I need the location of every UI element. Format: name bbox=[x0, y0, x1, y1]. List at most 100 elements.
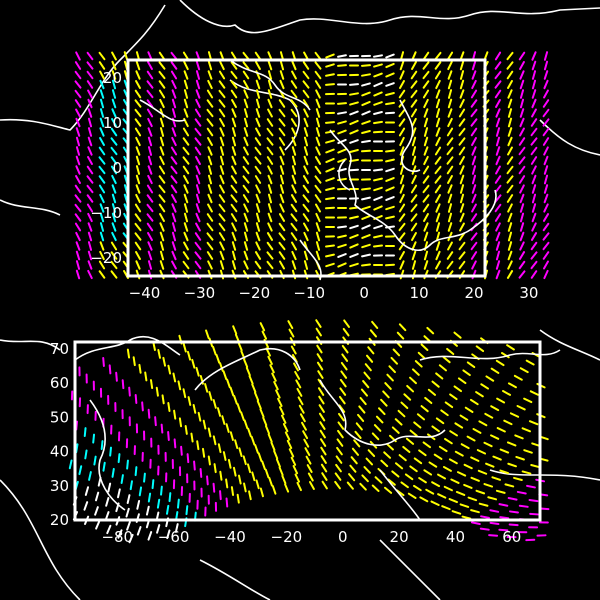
vector-arrow bbox=[267, 174, 273, 185]
vector-arrow bbox=[217, 443, 222, 454]
vector-arrow bbox=[459, 70, 465, 80]
vector-arrow bbox=[495, 489, 506, 494]
vector-arrow bbox=[231, 241, 237, 251]
vector-arrow bbox=[528, 420, 539, 426]
vector-arrow bbox=[435, 212, 441, 223]
vector-arrow bbox=[273, 449, 279, 460]
p1-xtick-label: 0 bbox=[359, 284, 369, 302]
vector-arrow bbox=[290, 99, 298, 108]
vector-arrow bbox=[459, 222, 465, 232]
vector-arrow bbox=[267, 355, 273, 365]
vector-arrow bbox=[431, 481, 441, 488]
vector-arrow bbox=[74, 213, 82, 222]
vector-arrow bbox=[147, 136, 153, 147]
vector-arrow bbox=[302, 80, 310, 89]
vector-arrow bbox=[206, 475, 209, 486]
vector-arrow bbox=[477, 469, 488, 475]
vector-arrow bbox=[291, 174, 297, 185]
vector-arrow bbox=[135, 165, 141, 175]
vector-arrow bbox=[410, 99, 418, 108]
vector-arrow bbox=[182, 137, 190, 146]
vector-arrow bbox=[207, 137, 213, 146]
panel-1-frame bbox=[126, 58, 487, 278]
vector-arrow bbox=[207, 184, 213, 194]
vector-arrow bbox=[194, 251, 202, 260]
vector-arrow bbox=[507, 250, 513, 261]
vector-arrow bbox=[207, 260, 213, 270]
vector-arrow bbox=[494, 51, 502, 61]
vector-arrow bbox=[183, 108, 189, 118]
vector-arrow bbox=[500, 352, 510, 359]
vector-arrow bbox=[242, 61, 250, 70]
vector-arrow bbox=[183, 98, 189, 109]
p2-ytick-label: 50 bbox=[50, 408, 69, 426]
vector-arrow bbox=[267, 203, 273, 213]
vector-arrow bbox=[147, 174, 153, 185]
vector-arrow bbox=[290, 241, 298, 251]
vector-arrow bbox=[277, 397, 283, 407]
vector-arrow bbox=[98, 270, 106, 279]
vector-arrow bbox=[447, 89, 453, 99]
vector-arrow bbox=[434, 175, 442, 184]
vector-arrow bbox=[86, 80, 94, 89]
vector-arrow bbox=[302, 430, 309, 440]
vector-arrow bbox=[270, 441, 276, 452]
vector-arrow bbox=[495, 359, 505, 367]
vector-arrow bbox=[273, 380, 279, 391]
vector-arrow bbox=[207, 146, 213, 156]
vector-arrow bbox=[349, 148, 359, 154]
vector-arrow bbox=[266, 156, 274, 165]
vector-arrow bbox=[385, 205, 395, 211]
vector-arrow bbox=[487, 496, 498, 501]
vector-arrow bbox=[75, 136, 81, 147]
vector-arrow bbox=[138, 363, 142, 374]
vector-arrow bbox=[435, 108, 441, 118]
vector-arrow bbox=[75, 231, 81, 242]
vector-arrow bbox=[337, 253, 347, 258]
vector-arrow bbox=[373, 120, 383, 125]
vector-arrow bbox=[94, 491, 100, 502]
vector-arrow bbox=[363, 371, 371, 380]
vector-arrow bbox=[426, 326, 435, 335]
vector-arrow bbox=[518, 156, 526, 165]
vector-arrow bbox=[453, 385, 463, 393]
vector-arrow bbox=[495, 108, 501, 118]
vector-arrow bbox=[448, 458, 458, 465]
vector-arrow bbox=[259, 408, 265, 418]
vector-arrow bbox=[231, 260, 237, 270]
vector-arrow bbox=[174, 523, 179, 533]
vector-arrow bbox=[87, 108, 93, 118]
vector-arrow bbox=[506, 165, 514, 175]
vector-arrow bbox=[498, 528, 509, 532]
vector-arrow bbox=[459, 203, 465, 213]
vector-arrow bbox=[325, 121, 335, 124]
vector-arrow bbox=[531, 70, 537, 80]
vector-arrow bbox=[170, 51, 178, 61]
vector-arrow bbox=[129, 480, 133, 491]
vector-arrow bbox=[506, 156, 514, 165]
vector-arrow bbox=[301, 421, 307, 431]
vector-arrow bbox=[442, 466, 452, 472]
vector-arrow bbox=[459, 212, 465, 223]
vector-arrow bbox=[292, 465, 299, 475]
vector-arrow bbox=[154, 416, 157, 427]
vector-arrow bbox=[383, 486, 393, 494]
vector-arrow bbox=[373, 91, 383, 97]
vector-arrow bbox=[325, 63, 335, 68]
vector-arrow bbox=[340, 361, 348, 371]
vector-arrow bbox=[87, 231, 93, 242]
vector-arrow bbox=[507, 117, 513, 128]
vector-arrow bbox=[218, 99, 226, 108]
vector-arrow bbox=[543, 79, 549, 90]
vector-arrow bbox=[531, 98, 537, 109]
vector-arrow bbox=[294, 370, 301, 380]
vector-arrow bbox=[110, 137, 118, 146]
vector-arrow bbox=[298, 404, 305, 414]
vector-arrow bbox=[543, 269, 549, 280]
vector-arrow bbox=[255, 203, 261, 213]
vector-arrow bbox=[337, 225, 347, 229]
vector-arrow bbox=[290, 108, 298, 118]
vector-arrow bbox=[515, 455, 525, 461]
vector-arrow bbox=[267, 184, 273, 194]
vector-arrow bbox=[161, 394, 165, 405]
